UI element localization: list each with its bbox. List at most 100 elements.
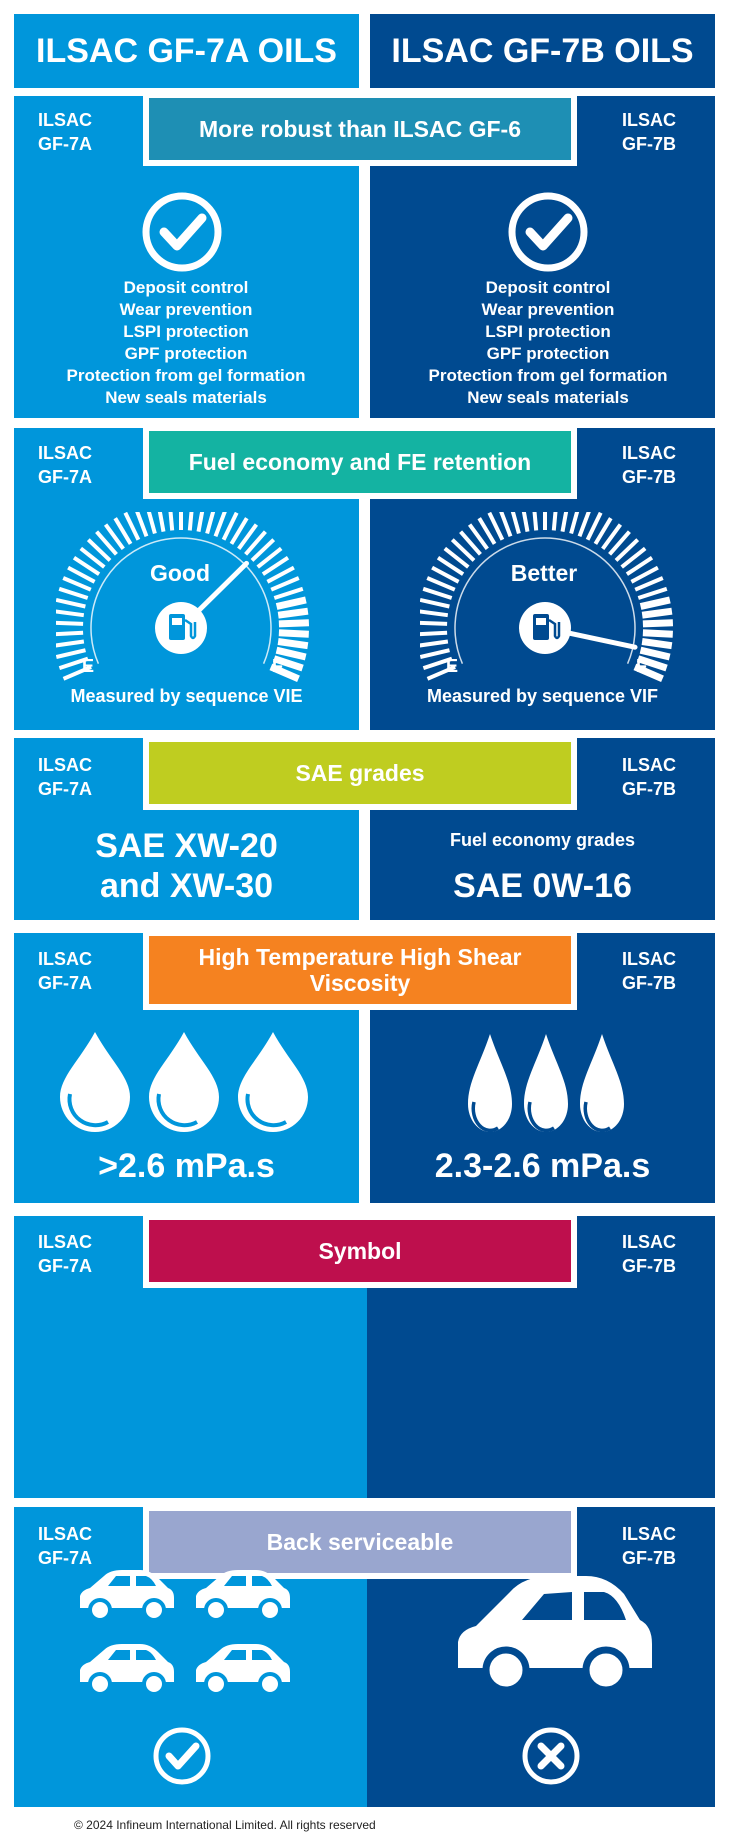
gauge-tick (601, 523, 623, 550)
back-left-tag: ILSAC GF-7A (38, 1524, 92, 1568)
gf7b-column-title: ILSAC GF-7B OILS (370, 14, 715, 88)
gauge-tick (266, 565, 295, 584)
gauge-tick (187, 500, 195, 531)
sae-band-label: SAE grades (295, 759, 425, 786)
gauge-tick (62, 576, 92, 592)
fuel-gauge-right: Better E F (417, 500, 682, 684)
gauge-tick (608, 530, 631, 556)
gauge-tick (639, 646, 671, 661)
gauge-tick (270, 576, 300, 592)
gauge-tick (123, 511, 141, 541)
fuel-band-label: Fuel economy and FE retention (188, 448, 532, 475)
gauge-tick (53, 609, 85, 618)
gauge-tick (508, 504, 521, 535)
gauge-tick (459, 530, 482, 556)
robust-band: More robust than ILSAC GF-6 (143, 92, 577, 166)
gauge-tick (237, 523, 259, 550)
gauge-tick (229, 517, 249, 545)
list-item: Wear prevention (119, 300, 253, 319)
gauge-tick (639, 596, 671, 610)
gauge-tick (273, 655, 304, 672)
hths-right-tag: ILSAC GF-7B (622, 949, 676, 993)
gauge-tick (426, 576, 456, 592)
fuel-gauge-left: Good E F (53, 500, 318, 684)
gauge-tick (426, 665, 456, 681)
sae-left-tag: ILSAC GF-7A (38, 755, 92, 799)
robust-right-list: Deposit control Wear prevention LSPI pro… (368, 277, 728, 409)
gauge-tick (641, 607, 673, 619)
gauge-tick (167, 500, 175, 531)
list-item: Deposit control (485, 278, 611, 297)
gauge-tick (634, 576, 664, 592)
copyright-footer: © 2024 Infineum International Limited. A… (74, 1818, 376, 1832)
gauge-tick (450, 538, 476, 562)
gauge-tick (417, 630, 448, 637)
gauge-tick (256, 546, 283, 569)
gauge-tick (273, 586, 304, 600)
sae-left-line1: SAE XW-20 (95, 827, 278, 865)
sae-band: SAE grades (143, 736, 577, 810)
sae-right-tag: ILSAC GF-7B (622, 755, 676, 799)
gauge-empty-label: E (446, 656, 459, 676)
gauge-tick (422, 656, 453, 670)
gauge-tick (633, 663, 664, 683)
gauge-tick (275, 646, 307, 661)
oil-drop-icon (60, 1032, 308, 1132)
gauge-tick (72, 556, 101, 576)
gauge-tick (560, 501, 570, 532)
gauge-tick (637, 655, 668, 672)
back-band-label: Back serviceable (266, 1528, 454, 1555)
gauge-tick (67, 565, 96, 584)
list-item: LSPI protection (485, 322, 611, 341)
gauge-tick (417, 639, 449, 648)
gauge-tick (625, 556, 654, 576)
fuel-band: Fuel economy and FE retention (143, 425, 577, 499)
sae-right-grade: SAE 0W-16 (453, 867, 632, 905)
gauge-tick (278, 629, 309, 638)
fuel-left-rating: Good (149, 560, 211, 586)
list-item: Protection from gel formation (428, 366, 668, 385)
gauge-tick (144, 504, 157, 535)
gauge-tick (419, 597, 450, 609)
gauge-tick (58, 586, 89, 600)
hths-band: High Temperature High Shear Viscosity (143, 930, 577, 1010)
hths-left-value: >2.6 mPa.s (98, 1147, 275, 1185)
sae-left-line2: and XW-30 (99, 867, 274, 905)
gauge-full-label: F (636, 656, 647, 676)
gauge-tick (86, 538, 112, 562)
gauge-tick (443, 546, 470, 569)
gauge-tick (134, 507, 149, 538)
symbol-band-label: Symbol (318, 1237, 402, 1264)
gf7a-column-title: ILSAC GF-7A OILS (14, 14, 359, 88)
gauge-tick (531, 500, 539, 531)
gauge-tick (58, 656, 89, 670)
gauge-tick (436, 556, 465, 576)
gauge-tick (419, 648, 450, 659)
gauge-tick (593, 517, 613, 545)
oil-drop-icon (468, 1034, 624, 1133)
robust-right-tag: ILSAC GF-7B (622, 110, 676, 154)
gf7b-title-text: ILSAC GF-7B OILS (391, 31, 694, 70)
gauge-full-label: F (272, 656, 283, 676)
gauge-tick (55, 648, 86, 659)
fuel-right-caption: Measured by sequence VIF (426, 686, 659, 706)
gauge-tick (569, 504, 582, 535)
gauge-tick (641, 638, 673, 650)
fuel-right-rating: Better (510, 560, 578, 586)
gauge-tick (614, 538, 640, 562)
gauge-tick (417, 609, 449, 618)
check-circle-icon (153, 1727, 211, 1785)
symbol-right-tag: ILSAC GF-7B (622, 1232, 676, 1276)
symbol-band: Symbol (143, 1214, 577, 1288)
check-circle-icon (142, 192, 222, 272)
robust-left-list: Deposit control Wear prevention LSPI pro… (6, 277, 366, 409)
list-item: GPF protection (486, 344, 610, 363)
gauge-tick (103, 523, 125, 550)
gauge-tick (277, 607, 309, 619)
hths-left-tag: ILSAC GF-7A (38, 949, 92, 993)
hths-right-value: 2.3-2.6 mPa.s (434, 1147, 651, 1185)
gauge-tick (551, 500, 559, 531)
gauge-tick (269, 663, 300, 683)
list-item: LSPI protection (123, 322, 249, 341)
gauge-tick (213, 507, 228, 538)
